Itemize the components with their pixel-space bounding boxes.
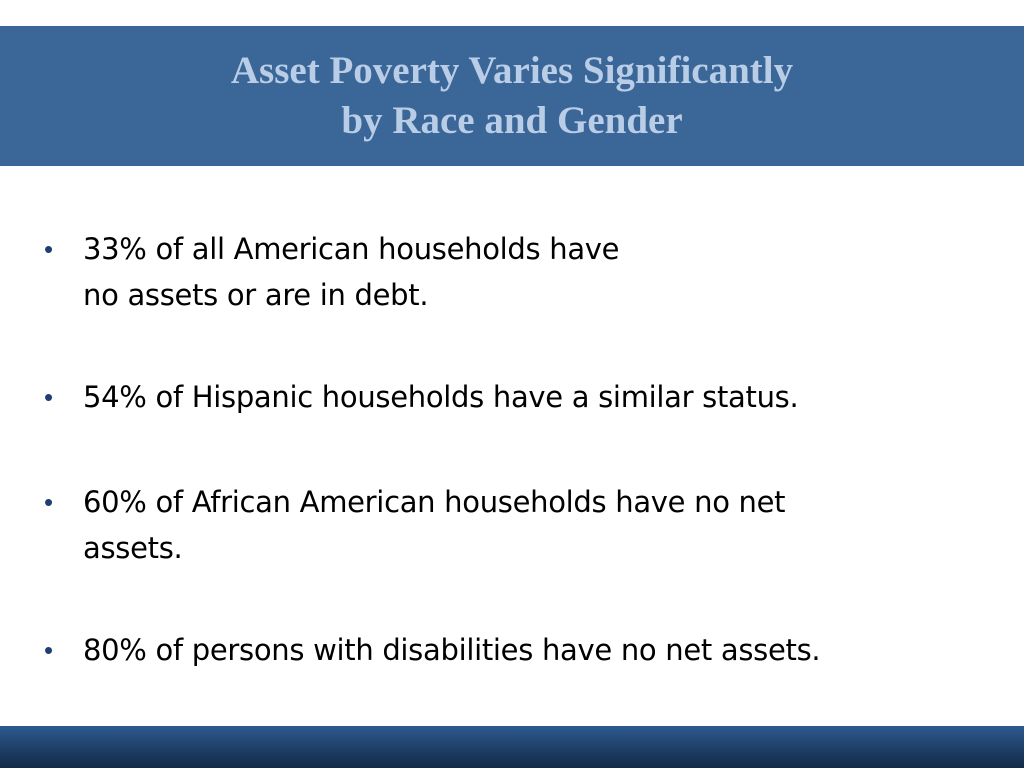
bullet-text-line: 33% of all American households have — [83, 232, 620, 266]
bullet-text: 33% of all American households have no a… — [83, 226, 620, 318]
bullet-item: • 80% of persons with disabilities have … — [44, 627, 964, 673]
bullet-text-line: 60% of African American households have … — [83, 485, 786, 519]
bullet-dot-icon: • — [44, 382, 54, 412]
bullet-text: 54% of Hispanic households have a simila… — [83, 374, 799, 420]
bullet-dot-icon: • — [44, 487, 54, 517]
slide-title-line-1: Asset Poverty Varies Significantly — [230, 49, 794, 92]
bullet-text-line: 80% of persons with disabilities have no… — [83, 633, 821, 667]
footer-bar — [0, 726, 1024, 768]
bullet-item: • 60% of African American households hav… — [44, 479, 964, 571]
bullet-item: • 33% of all American households have no… — [44, 226, 964, 318]
bullet-item: • 54% of Hispanic households have a simi… — [44, 374, 964, 420]
bullet-text-line: no assets or are in debt. — [83, 278, 429, 312]
bullet-dot-icon: • — [44, 635, 54, 665]
bullet-text-line: assets. — [83, 531, 183, 565]
bullet-text-line: 54% of Hispanic households have a simila… — [83, 380, 799, 414]
slide-title-line-2: by Race and Gender — [341, 99, 683, 142]
bullet-text: 80% of persons with disabilities have no… — [83, 627, 821, 673]
bullet-dot-icon: • — [44, 234, 54, 264]
bullet-text: 60% of African American households have … — [83, 479, 786, 571]
title-banner: Asset Poverty Varies Significantly by Ra… — [0, 26, 1024, 166]
